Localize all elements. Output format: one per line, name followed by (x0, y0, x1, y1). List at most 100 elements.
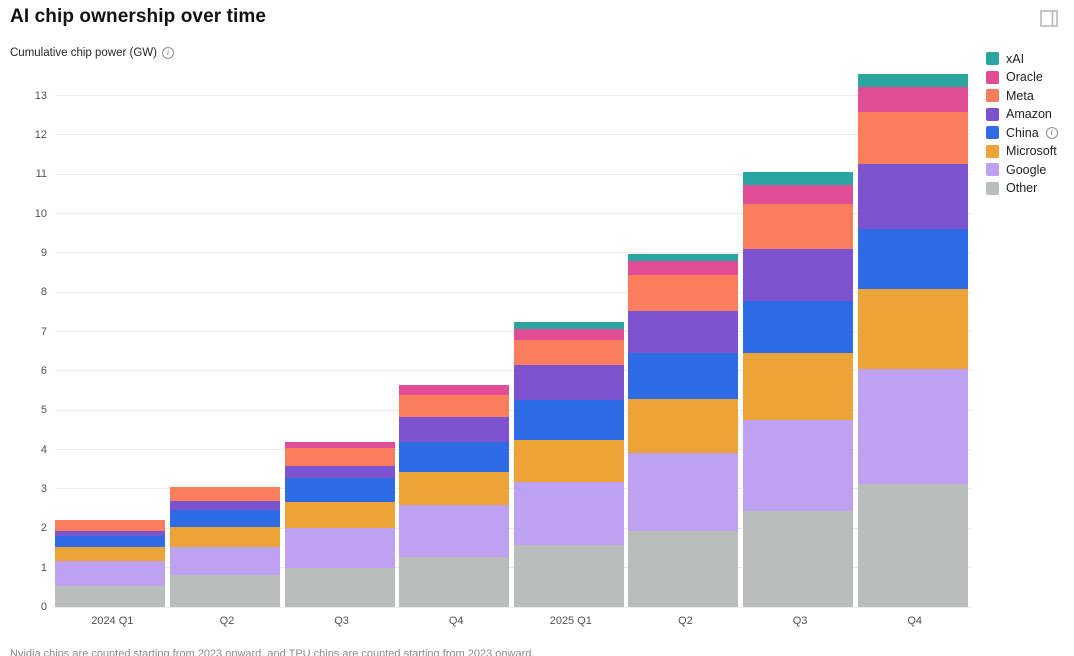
bar-segment-other[interactable] (857, 483, 968, 607)
legend-swatch (986, 126, 999, 139)
bar-segment-microsoft[interactable] (399, 471, 510, 506)
legend-item-oracle[interactable]: Oracle (986, 70, 1058, 84)
bar-segment-google[interactable] (284, 528, 395, 569)
bar-segment-meta[interactable] (743, 203, 854, 249)
gridline-y-0 (55, 606, 972, 608)
legend: xAI Oracle Meta Amazon China i Microsoft Google… (986, 52, 1058, 195)
bar-segment-xai[interactable] (743, 171, 854, 186)
footnote-clipped-text: Nvidia chips are counted starting from 2… (10, 648, 535, 656)
gridline-y-4 (55, 449, 972, 451)
bar-segment-china[interactable] (743, 300, 854, 353)
chart-subtitle: Cumulative chip power (GW) i (10, 47, 174, 59)
legend-swatch (986, 163, 999, 176)
bar-segment-microsoft[interactable] (857, 288, 968, 370)
legend-label: China (1006, 125, 1039, 140)
bar-segment-meta[interactable] (513, 339, 624, 365)
bar-segment-china[interactable] (628, 353, 739, 399)
bar-segment-xai[interactable] (628, 253, 739, 262)
bar-segment-china[interactable] (284, 477, 395, 502)
bar-segment-microsoft[interactable] (628, 398, 739, 454)
bar-segment-oracle[interactable] (857, 86, 968, 113)
bar-segment-microsoft[interactable] (55, 547, 166, 561)
y-tick-label: 3 (40, 482, 47, 495)
bar-segment-meta[interactable] (284, 447, 395, 467)
bar-segment-china[interactable] (399, 441, 510, 472)
bar-segment-microsoft[interactable] (169, 526, 280, 547)
bar-segment-china[interactable] (857, 228, 968, 289)
bar-segment-other[interactable] (743, 511, 854, 607)
gridline-y-11 (55, 173, 972, 175)
bar-segment-other[interactable] (169, 575, 280, 607)
legend-swatch (986, 107, 999, 121)
bar-segment-amazon[interactable] (743, 248, 854, 301)
bar-segment-google[interactable] (743, 419, 854, 512)
bar-segment-google[interactable] (55, 560, 166, 587)
bar-segment-google[interactable] (399, 505, 510, 557)
gridline-y-2 (55, 527, 972, 529)
legend-item-xai[interactable]: xAI (986, 52, 1058, 66)
bar-segment-oracle[interactable] (284, 442, 395, 448)
x-tick-label: Q2 (219, 615, 235, 627)
y-tick-label: 13 (34, 89, 47, 102)
bar-segment-meta[interactable] (55, 520, 166, 531)
bar-segment-china[interactable] (169, 510, 280, 527)
bar-segment-amazon[interactable] (55, 530, 166, 536)
bar-segment-china[interactable] (55, 535, 166, 548)
legend-item-google[interactable]: Google (986, 163, 1058, 177)
legend-item-other[interactable]: Other (986, 181, 1058, 195)
legend-swatch (986, 144, 999, 158)
y-tick-label: 6 (40, 364, 47, 377)
y-tick-label: 12 (34, 128, 47, 141)
bar-segment-amazon[interactable] (513, 364, 624, 400)
legend-item-china[interactable]: China i (986, 125, 1058, 140)
subtitle-info-icon[interactable]: i (161, 47, 174, 59)
bar-segment-other[interactable] (55, 586, 166, 607)
bar-segment-microsoft[interactable] (743, 352, 854, 420)
bar-segment-meta[interactable] (857, 112, 968, 164)
bar-2024-q1 (55, 520, 166, 607)
bar-segment-microsoft[interactable] (513, 439, 624, 482)
bar-segment-other[interactable] (284, 568, 395, 607)
y-tick-label: 4 (40, 443, 47, 456)
bar-segment-oracle[interactable] (513, 328, 624, 340)
bar-segment-amazon[interactable] (399, 416, 510, 442)
panel-toggle-button[interactable] (1040, 10, 1060, 27)
bar-segment-google[interactable] (628, 453, 739, 532)
bar-segment-google[interactable] (513, 481, 624, 545)
bar-segment-meta[interactable] (628, 274, 739, 311)
x-tick-label: Q3 (334, 615, 349, 627)
legend-item-amazon[interactable]: Amazon (986, 107, 1058, 121)
y-tick-label: 8 (40, 286, 47, 299)
y-tick-label: 2 (40, 522, 47, 535)
bar-q3 (284, 442, 395, 607)
x-tick-label: 2025 Q1 (549, 615, 592, 627)
gridline-y-7 (55, 331, 972, 333)
bar-segment-google[interactable] (857, 369, 968, 484)
bar-segment-oracle[interactable] (628, 261, 739, 275)
bar-segment-amazon[interactable] (628, 310, 739, 354)
bar-segment-microsoft[interactable] (284, 501, 395, 529)
legend-info-icon[interactable]: i (1045, 126, 1058, 139)
bar-segment-amazon[interactable] (857, 163, 968, 229)
legend-swatch (986, 52, 999, 65)
legend-item-meta[interactable]: Meta (986, 89, 1058, 103)
legend-swatch (986, 89, 999, 102)
x-tick-label: Q4 (448, 615, 464, 627)
bar-segment-china[interactable] (513, 399, 624, 440)
bar-segment-oracle[interactable] (743, 185, 854, 204)
y-tick-label: 9 (40, 246, 47, 259)
bar-segment-amazon[interactable] (284, 466, 395, 478)
bar-segment-other[interactable] (628, 531, 739, 607)
bar-segment-amazon[interactable] (169, 500, 280, 511)
bar-segment-other[interactable] (513, 544, 624, 607)
bar-segment-other[interactable] (399, 556, 510, 607)
bar-segment-oracle[interactable] (399, 385, 510, 395)
bar-segment-meta[interactable] (169, 486, 280, 501)
bar-segment-google[interactable] (169, 546, 280, 576)
bar-segment-xai[interactable] (857, 73, 968, 87)
gridline-y-5 (55, 409, 972, 411)
legend-item-microsoft[interactable]: Microsoft (986, 144, 1058, 158)
bar-segment-meta[interactable] (399, 395, 510, 417)
bar-segment-xai[interactable] (513, 321, 624, 329)
